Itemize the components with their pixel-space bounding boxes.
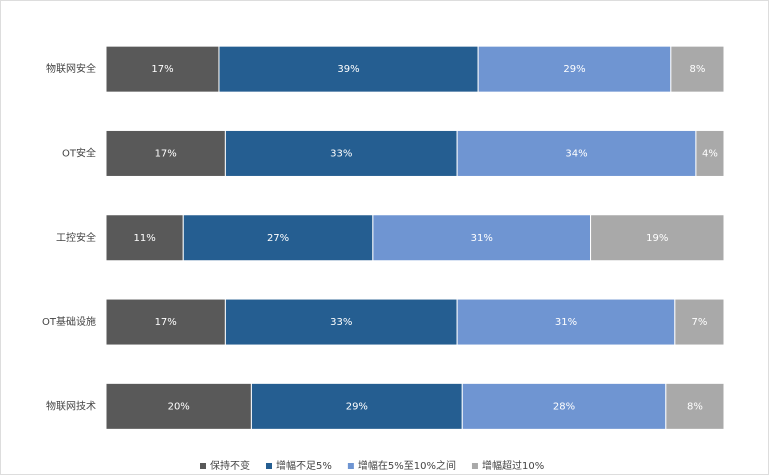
data-label: 29% [346, 401, 368, 412]
legend-swatch [266, 463, 272, 469]
data-label: 4% [702, 148, 718, 159]
legend-label: 保持不变 [210, 459, 250, 472]
bar-segment [665, 382, 725, 430]
data-label: 27% [267, 233, 289, 244]
bar-segment [105, 45, 220, 93]
data-label: 11% [134, 233, 156, 244]
data-label: 33% [330, 148, 352, 159]
legend-label: 增幅不足5% [276, 459, 332, 472]
bar-segment [218, 45, 479, 93]
data-label: 31% [471, 233, 493, 244]
data-label: 8% [689, 64, 705, 75]
bar-segment [674, 298, 725, 346]
data-label: 17% [151, 64, 173, 75]
y-tick-label: 工控安全 [56, 231, 96, 244]
data-label: 34% [565, 148, 587, 159]
data-label: 19% [646, 233, 668, 244]
bar-segment [456, 298, 676, 346]
data-label: 17% [155, 317, 177, 328]
bar-segment [105, 382, 252, 430]
data-label: 39% [337, 64, 359, 75]
y-tick-label: OT安全 [62, 146, 96, 159]
data-label: 33% [330, 317, 352, 328]
bar-segment [456, 129, 697, 177]
bar-segment [590, 214, 725, 262]
data-label: 28% [553, 401, 575, 412]
bar-segment [105, 298, 226, 346]
data-label: 8% [687, 401, 703, 412]
legend-label: 增幅超过10% [482, 459, 544, 472]
bar-segment [461, 382, 667, 430]
y-tick-label: 物联网技术 [46, 399, 96, 412]
bar-segment [105, 214, 184, 262]
bar-segment [695, 129, 725, 177]
bar-segment [250, 382, 463, 430]
bar-segment [105, 129, 226, 177]
legend-label: 增幅在5%至10%之间 [358, 459, 456, 472]
legend-swatch [347, 463, 354, 469]
legend-swatch [200, 463, 206, 469]
data-label: 20% [168, 401, 190, 412]
y-tick-label: 物联网安全 [46, 62, 96, 75]
data-label: 17% [155, 148, 177, 159]
data-label: 29% [563, 64, 585, 75]
y-tick-label: OT基础设施 [42, 315, 96, 328]
bar-segment [670, 45, 725, 93]
bar-segment [477, 45, 672, 93]
legend-swatch [471, 463, 478, 469]
data-label: 31% [555, 317, 577, 328]
bar-segment [224, 129, 458, 177]
data-label: 7% [691, 317, 707, 328]
bar-segment [372, 214, 592, 262]
